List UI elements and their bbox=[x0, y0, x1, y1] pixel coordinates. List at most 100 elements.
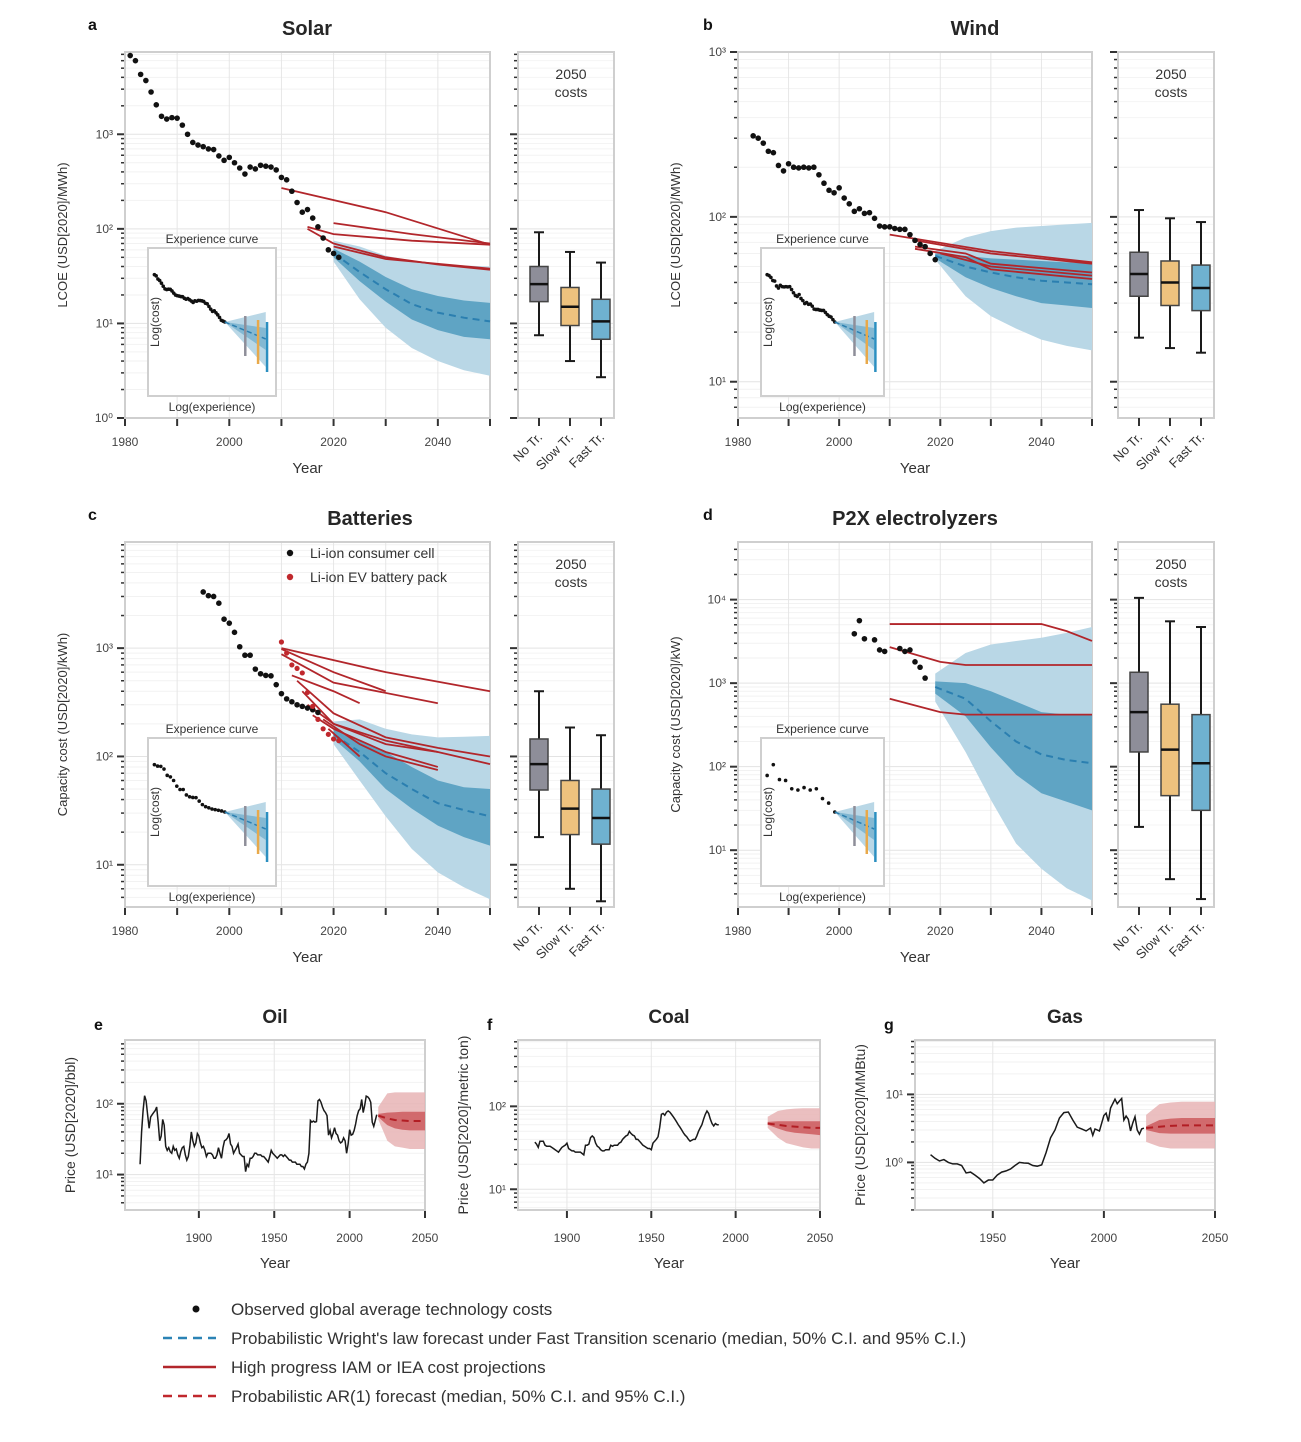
panel-title: Gas bbox=[1047, 1007, 1083, 1028]
inset-point bbox=[207, 806, 211, 810]
panel-title: Solar bbox=[282, 18, 332, 40]
x-axis-label: Year bbox=[900, 460, 930, 477]
x-tick-label: 2050 bbox=[807, 1231, 834, 1245]
x-tick-label: 1980 bbox=[725, 924, 752, 938]
inset-ylabel: Log(cost) bbox=[148, 787, 162, 837]
x-tick-label: 2020 bbox=[927, 435, 954, 449]
ci50-band bbox=[333, 248, 490, 340]
observed-point bbox=[897, 645, 903, 652]
fast-transition-label: Fast Tr. bbox=[566, 919, 607, 960]
observed-point bbox=[273, 167, 280, 173]
inset-xlabel: Log(experience) bbox=[779, 400, 866, 414]
inset-title: Experience curve bbox=[166, 232, 259, 246]
inset-point bbox=[159, 764, 163, 769]
observed-point bbox=[861, 210, 868, 217]
inset-point bbox=[205, 302, 209, 306]
experience-curve-inset: Experience curve Log(experience) Log(cost) bbox=[760, 232, 885, 414]
y-axis-label: Price (USD[2020]/MMBtu) bbox=[852, 1044, 868, 1206]
x-tick-label: 1950 bbox=[261, 1231, 288, 1245]
iam-projection-line bbox=[281, 647, 491, 693]
observed-point bbox=[765, 148, 772, 155]
observed-point bbox=[856, 617, 863, 624]
observed-point bbox=[242, 652, 248, 659]
y-tick-label: 10⁴ bbox=[707, 593, 726, 607]
legend-label: High progress IAM or IEA cost projection… bbox=[231, 1358, 546, 1377]
box-title-line1: 2050 bbox=[1155, 556, 1186, 572]
panel-letter: e bbox=[94, 1017, 103, 1034]
observed-point bbox=[189, 139, 196, 146]
y-tick-label: 10² bbox=[489, 1099, 506, 1113]
observed-point bbox=[866, 209, 873, 216]
inset-point bbox=[157, 278, 162, 283]
ci50-band bbox=[1146, 1117, 1215, 1134]
inset-point bbox=[154, 274, 158, 278]
y-tick-label: 10² bbox=[709, 210, 726, 224]
observed-point bbox=[907, 231, 913, 238]
box-frame bbox=[517, 541, 615, 908]
observed-point bbox=[902, 648, 908, 655]
fast-transition-label: Fast Tr. bbox=[1166, 430, 1207, 471]
legend-label: Li-ion EV battery pack bbox=[310, 569, 448, 585]
observed-ev-point bbox=[325, 731, 331, 737]
observed-point bbox=[816, 171, 822, 178]
inset-point bbox=[829, 315, 833, 319]
observed-point bbox=[299, 703, 306, 710]
box-title-line2: costs bbox=[1155, 574, 1188, 590]
inset-point bbox=[200, 802, 205, 807]
x-axis-label: Year bbox=[260, 1255, 290, 1272]
inset-point bbox=[789, 786, 794, 791]
observed-point bbox=[268, 673, 274, 679]
observed-point bbox=[221, 616, 227, 623]
fast-transition-box bbox=[591, 788, 611, 845]
inset-point bbox=[152, 762, 157, 767]
iam-projection-line bbox=[312, 714, 439, 768]
observed-point bbox=[153, 101, 160, 108]
observed-point bbox=[179, 122, 186, 128]
observed-point bbox=[775, 162, 782, 169]
observed-point bbox=[886, 224, 893, 230]
observed-point bbox=[821, 180, 827, 187]
observed-point bbox=[216, 153, 222, 159]
median-forecast-line bbox=[934, 254, 1093, 286]
iam-projection-line bbox=[889, 646, 1092, 666]
y-axis-label: Price (USD[2020]/metric ton) bbox=[455, 1036, 471, 1215]
median-forecast-line bbox=[377, 1114, 425, 1123]
plot-frame bbox=[124, 541, 491, 908]
x-tick-label: 2040 bbox=[425, 435, 452, 449]
inset-point bbox=[178, 787, 182, 792]
observed-point bbox=[922, 675, 928, 681]
observed-point bbox=[210, 146, 217, 153]
inset-point bbox=[777, 777, 782, 782]
observed-point bbox=[856, 205, 863, 212]
inset-point bbox=[162, 767, 166, 771]
box-title-line2: costs bbox=[555, 574, 588, 590]
panel-title: Wind bbox=[951, 18, 1000, 40]
inset-point bbox=[159, 281, 164, 285]
inset-point bbox=[213, 807, 217, 812]
observed-point bbox=[315, 709, 321, 716]
y-axis-label: LCOE (USD[2020]/MWh) bbox=[668, 162, 683, 307]
observed-point bbox=[158, 113, 165, 120]
iam-projection-line bbox=[889, 623, 1093, 642]
box-title-line1: 2050 bbox=[1155, 66, 1186, 82]
y-tick-label: 10³ bbox=[709, 45, 726, 59]
y-tick-label: 10² bbox=[709, 760, 726, 774]
observed-point bbox=[216, 600, 222, 606]
inset-point bbox=[820, 796, 825, 801]
historical-price-line bbox=[139, 1095, 378, 1172]
y-tick-label: 10³ bbox=[96, 127, 113, 141]
observed-point bbox=[917, 664, 923, 671]
observed-point bbox=[200, 143, 207, 150]
x-axis-label: Year bbox=[900, 949, 930, 966]
panel-title: Batteries bbox=[327, 508, 413, 530]
observed-point bbox=[195, 142, 201, 148]
iam-projection-line bbox=[333, 222, 491, 245]
x-tick-label: 2040 bbox=[1028, 924, 1055, 938]
x-tick-label: 2000 bbox=[1091, 1231, 1118, 1245]
observed-point bbox=[897, 226, 903, 233]
observed-point bbox=[330, 250, 337, 257]
observed-point bbox=[325, 247, 332, 253]
x-tick-label: 1980 bbox=[112, 924, 139, 938]
x-tick-label: 1980 bbox=[725, 435, 752, 449]
y-tick-label: 10³ bbox=[709, 676, 726, 690]
